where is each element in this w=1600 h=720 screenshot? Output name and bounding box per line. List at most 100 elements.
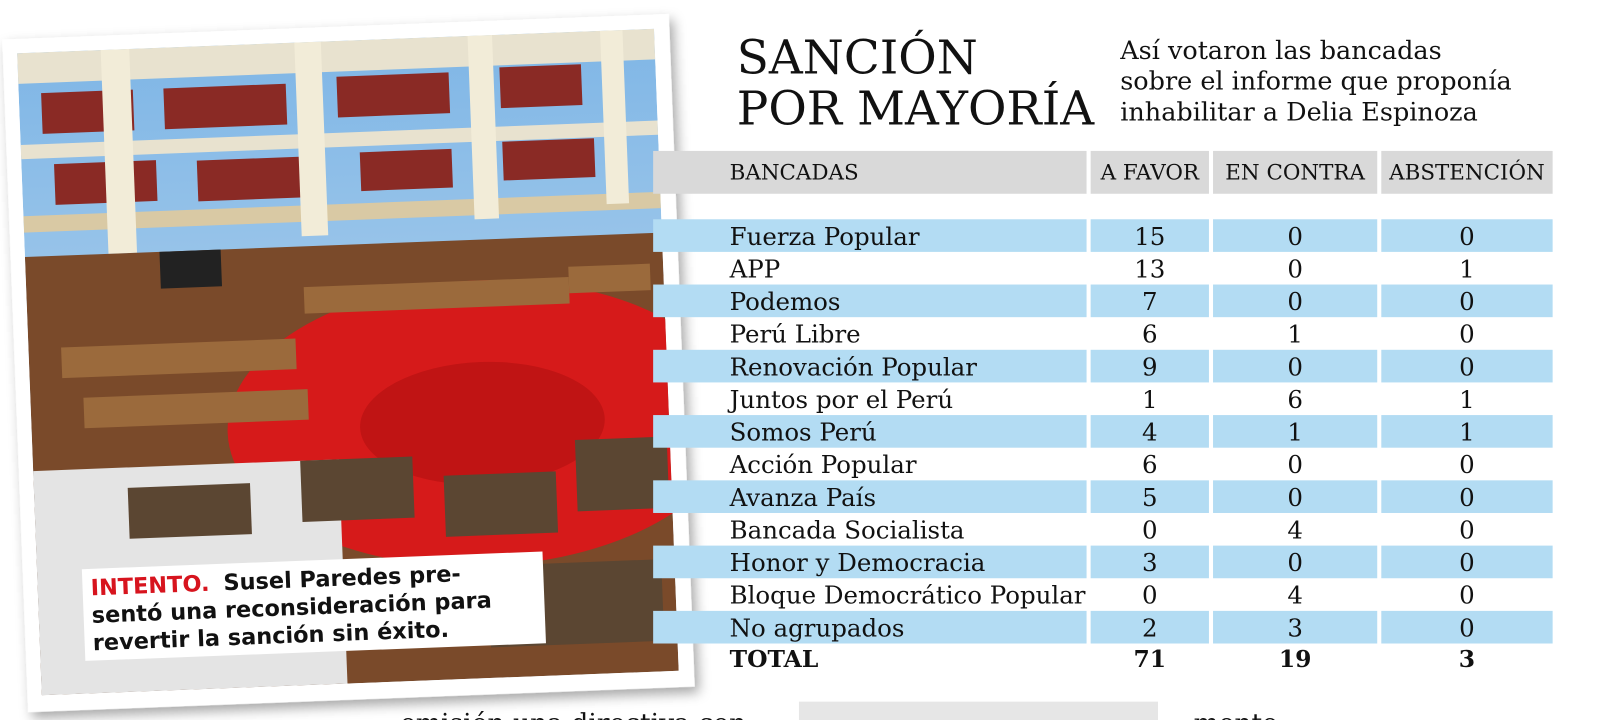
party-name: Juntos por el Perú [727, 385, 953, 414]
vote-count: 1 [1287, 418, 1303, 447]
party-name: APP [729, 254, 781, 283]
vote-count: 0 [1287, 287, 1303, 316]
row-band [1213, 480, 1378, 513]
vote-count: 0 [1459, 222, 1475, 251]
row-band [653, 545, 1087, 579]
party-name: No agrupados [730, 613, 905, 642]
row-band [1090, 415, 1209, 448]
vote-table: BANCADAS A FAVOR EN CONTRA ABSTENCIÓN Fuerza… [653, 150, 1553, 673]
party-name: Bloque Democrático Popular [730, 581, 1086, 610]
vote-count: 0 [1287, 222, 1303, 251]
vote-count: 0 [1459, 287, 1475, 316]
header-cell [1213, 150, 1378, 194]
row-band [1090, 545, 1209, 579]
header-cell [1381, 150, 1553, 194]
photo: INTENTO. Susel Paredes pre- sentó una re… [2, 13, 695, 713]
vote-count: 4 [1287, 581, 1303, 610]
party-name: Renovación Popular [730, 352, 978, 381]
ad-block [798, 701, 1158, 720]
row-band [1090, 349, 1209, 383]
column-header: ABSTENCIÓN [1388, 158, 1545, 185]
vote-count: 0 [1459, 581, 1475, 610]
row-band [1213, 415, 1378, 448]
row-band [1381, 219, 1553, 252]
body-fragment: emisión una directiva con [400, 708, 746, 720]
row-band [1090, 284, 1209, 318]
vote-count: 0 [1287, 352, 1303, 381]
vote-count: 6 [1142, 320, 1158, 349]
vote-count: 4 [1287, 515, 1303, 544]
vote-count: 0 [1459, 320, 1475, 349]
row-band [653, 415, 1087, 448]
caption-label: INTENTO. [90, 571, 210, 602]
party-name: Podemos [730, 287, 841, 316]
row-band [1213, 610, 1378, 644]
column-header: A FAVOR [1100, 160, 1200, 185]
party-name: Acción Popular [729, 450, 917, 479]
row-band [1090, 219, 1209, 252]
vote-count: 0 [1459, 515, 1475, 544]
row-band [1213, 219, 1378, 252]
row-band [1213, 349, 1378, 383]
vote-count: 13 [1134, 254, 1165, 283]
column-header: BANCADAS [730, 160, 859, 185]
row-band [653, 349, 1087, 383]
vote-count: 0 [1459, 450, 1475, 479]
party-name: Perú Libre [730, 320, 861, 349]
vote-count: 7 [1142, 287, 1158, 316]
subtitle-line: Así votaron las bancadas [1119, 36, 1441, 66]
total-label: TOTAL [730, 645, 819, 673]
party-name: Honor y Democracia [730, 548, 986, 577]
row-band [1381, 610, 1553, 644]
row-band [653, 610, 1087, 644]
body-fragment: mente [1194, 708, 1278, 720]
row-band [1213, 545, 1378, 579]
party-name: Somos Perú [730, 418, 877, 447]
row-band [653, 284, 1087, 318]
vote-count: 0 [1459, 483, 1475, 512]
party-name: Fuerza Popular [730, 222, 920, 251]
party-name: Bancada Socialista [730, 515, 965, 544]
vote-count: 5 [1142, 483, 1158, 512]
row-band [1213, 284, 1378, 318]
vote-count: 2 [1142, 613, 1158, 642]
photo-caption: INTENTO. Susel Paredes pre- sentó una re… [90, 560, 501, 657]
row-band [1381, 284, 1553, 318]
vote-count: 6 [1142, 450, 1158, 479]
row-band [1090, 610, 1209, 644]
vote-count: 1 [1459, 385, 1475, 414]
row-band [1381, 349, 1553, 383]
column-header: EN CONTRA [1225, 160, 1365, 185]
title-line: POR MAYORÍA [737, 80, 1096, 136]
row-band [653, 219, 1087, 252]
vote-count: 0 [1459, 548, 1475, 577]
vote-count: 0 [1287, 254, 1303, 283]
vote-count: 1 [1287, 320, 1303, 349]
vote-count: 0 [1142, 515, 1158, 544]
vote-count: 0 [1287, 483, 1303, 512]
vote-count: 6 [1287, 385, 1303, 414]
subtitle-line: sobre el informe que proponía [1120, 67, 1511, 97]
vote-count: 3 [1287, 613, 1303, 642]
vote-count: 1 [1459, 254, 1475, 283]
row-band [1381, 545, 1553, 579]
title-line: SANCIÓN [737, 29, 978, 85]
row-band [1381, 415, 1553, 448]
row-band [1090, 480, 1209, 513]
vote-count: 1 [1142, 385, 1158, 414]
total-count: 3 [1459, 645, 1475, 673]
total-count: 19 [1279, 645, 1312, 673]
header-cell [1090, 150, 1209, 194]
photo-image [17, 28, 679, 696]
party-name: Avanza País [729, 483, 876, 512]
vote-count: 4 [1142, 418, 1158, 447]
vote-count: 1 [1459, 418, 1475, 447]
subtitle-line: inhabilitar a Delia Espinoza [1120, 97, 1478, 127]
total-count: 71 [1133, 645, 1166, 673]
header-cell [653, 150, 1087, 194]
vote-count: 15 [1134, 222, 1165, 251]
vote-count: 0 [1459, 613, 1475, 642]
vote-count: 0 [1287, 548, 1303, 577]
vote-count: 0 [1287, 450, 1303, 479]
caption-box [81, 551, 546, 661]
